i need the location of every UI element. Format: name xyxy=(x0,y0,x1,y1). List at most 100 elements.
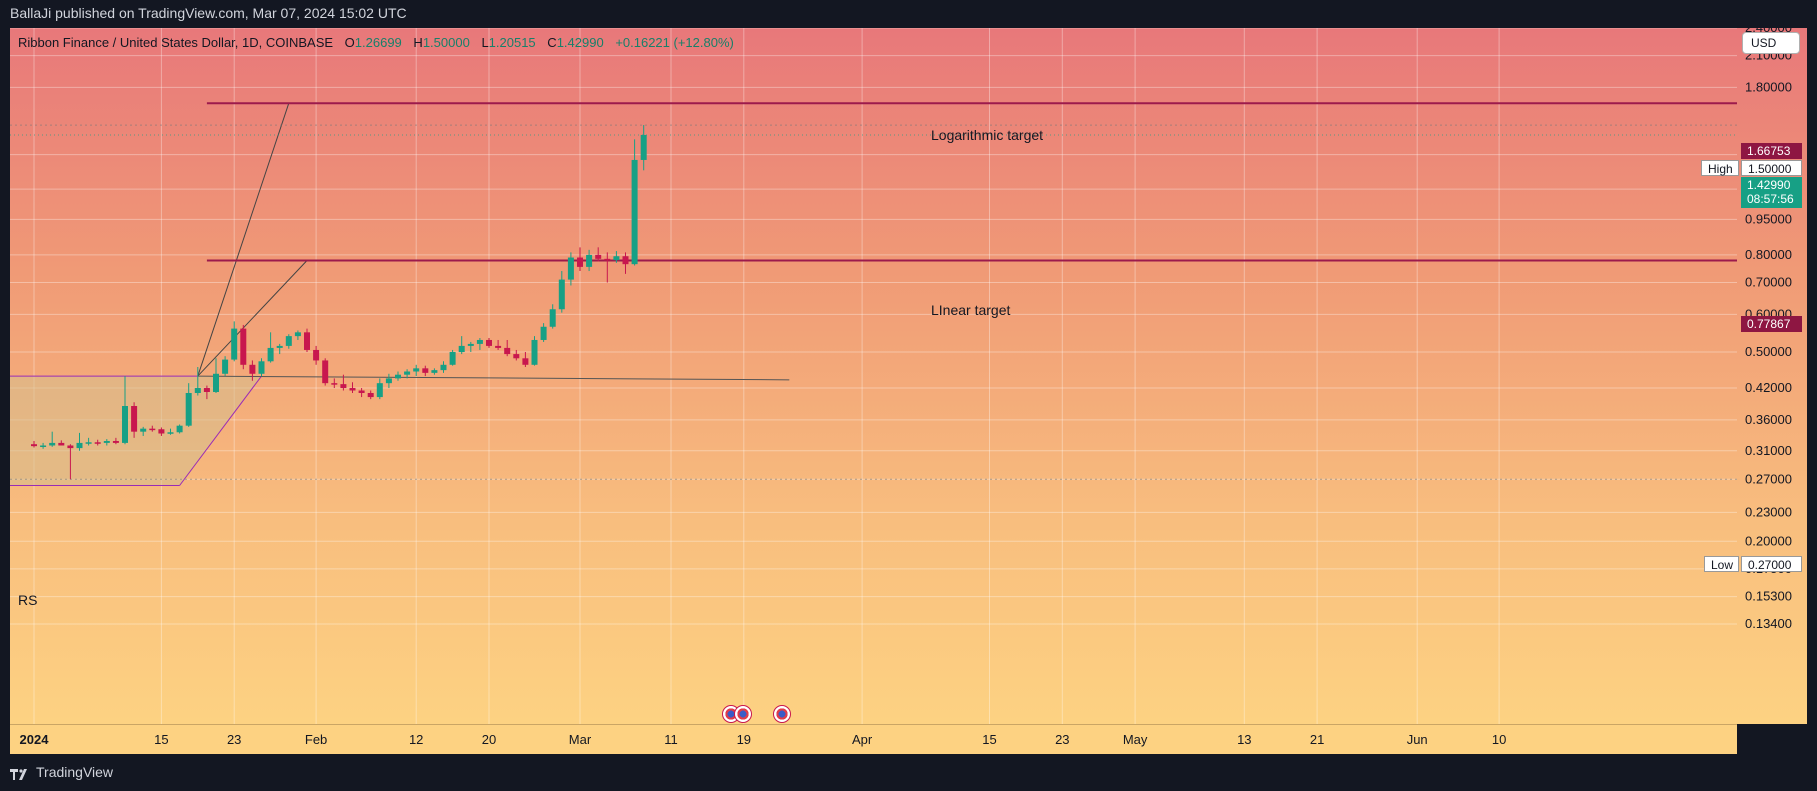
time-tick-label: 21 xyxy=(1310,732,1324,747)
candle-body xyxy=(294,332,301,337)
chart-pane[interactable]: Ribbon Finance / United States Dollar, 1… xyxy=(10,28,1737,724)
price-scale[interactable]: 2.400002.100001.800001.300001.100000.950… xyxy=(1737,28,1807,724)
candle xyxy=(49,431,56,447)
candle xyxy=(604,252,611,283)
price-tick-label: 0.95000 xyxy=(1745,211,1792,226)
candle-body xyxy=(558,279,565,310)
candle-body xyxy=(467,343,474,346)
candle-body xyxy=(413,368,420,372)
candle-body xyxy=(531,339,538,365)
time-tick-label: Mar xyxy=(569,732,592,747)
candle xyxy=(313,345,320,365)
candle-body xyxy=(513,354,520,359)
candle-body xyxy=(476,339,483,344)
candle-body xyxy=(431,370,438,373)
open-value: 1.26699 xyxy=(354,35,402,50)
candle xyxy=(331,378,338,389)
candle xyxy=(203,385,210,400)
candle xyxy=(376,378,383,400)
level-lines xyxy=(10,102,1737,480)
time-tick-label: 23 xyxy=(1055,732,1069,747)
candle xyxy=(476,338,483,350)
candle-body xyxy=(31,444,37,447)
candle-body xyxy=(349,388,356,391)
log-target-tag: 1.66753 xyxy=(1741,143,1802,159)
candle-body xyxy=(240,328,247,365)
price-axis[interactable]: 2.400002.100001.800001.300001.100000.950… xyxy=(1737,28,1807,724)
candle-body xyxy=(85,442,92,444)
candle xyxy=(440,361,447,373)
price-tick-label: 0.42000 xyxy=(1745,380,1792,395)
price-tick-label: 0.80000 xyxy=(1745,247,1792,262)
candle xyxy=(58,440,65,446)
candle-body xyxy=(340,384,347,389)
candle xyxy=(185,383,192,427)
candle xyxy=(349,382,356,394)
linear-target-label: LInear target xyxy=(931,302,1011,318)
time-tick-label: 10 xyxy=(1492,732,1506,747)
time-tick-label: Feb xyxy=(305,732,327,747)
price-tick-label: 0.15300 xyxy=(1745,589,1792,604)
price-tick-label: 0.70000 xyxy=(1745,275,1792,290)
event-icon-us[interactable] xyxy=(734,705,752,723)
candle-body xyxy=(185,393,192,426)
candle xyxy=(595,247,602,262)
candle xyxy=(522,352,529,368)
candle xyxy=(240,324,247,370)
candle xyxy=(167,428,174,435)
countdown-value: 08:57:56 xyxy=(1747,192,1794,206)
candle-body xyxy=(504,347,511,355)
candle-body xyxy=(604,258,611,261)
candle xyxy=(194,367,201,396)
candle-body xyxy=(131,405,138,432)
event-icon-us[interactable] xyxy=(773,705,791,723)
candle-body xyxy=(549,309,556,327)
pattern-diagonal xyxy=(179,375,262,486)
candle-body xyxy=(577,257,583,267)
price-tick-label: 0.23000 xyxy=(1745,504,1792,519)
candle xyxy=(140,426,147,436)
candle xyxy=(631,139,638,266)
candle xyxy=(94,439,101,446)
candle-body xyxy=(640,134,647,160)
time-axis[interactable]: 2024 15 23 Feb 12 20 Mar 11 19 Apr 15 23 May 13 21 Jun 1… xyxy=(10,724,1737,754)
candle xyxy=(567,252,574,286)
price-tick-label: 0.20000 xyxy=(1745,533,1792,548)
high-value-tag: 1.50000 xyxy=(1741,160,1802,176)
candle-body xyxy=(103,440,110,443)
candle xyxy=(131,402,138,438)
candle xyxy=(458,336,465,355)
candle-body xyxy=(213,373,219,392)
currency-button[interactable]: USD xyxy=(1742,32,1800,54)
candle xyxy=(467,341,474,353)
time-axis-labels: 2024 15 23 Feb 12 20 Mar 11 19 Apr 15 23 May 13 21 Jun 1… xyxy=(20,732,1507,747)
candle-body xyxy=(285,336,292,346)
publish-header: BallaJi published on TradingView.com, Ma… xyxy=(10,5,407,21)
candle xyxy=(358,388,365,398)
time-tick-label: 23 xyxy=(227,732,241,747)
candle xyxy=(304,328,310,353)
low-value-tag: 0.27000 xyxy=(1741,556,1802,572)
candle xyxy=(558,271,565,313)
candle-body xyxy=(631,159,638,265)
candle-body xyxy=(194,388,201,394)
candles xyxy=(31,125,647,480)
last-price-tag: 1.42990 08:57:56 xyxy=(1741,177,1802,208)
candle-body xyxy=(67,445,74,449)
candle-body xyxy=(249,364,256,374)
candle xyxy=(294,330,301,340)
candle-body xyxy=(540,326,547,340)
candle-body xyxy=(522,358,529,365)
candle-body xyxy=(304,332,310,350)
high-label-tag: High xyxy=(1701,160,1739,176)
time-tick-label: Apr xyxy=(852,732,873,747)
candle xyxy=(413,364,420,377)
candle-body xyxy=(49,442,56,446)
symbol-name: Ribbon Finance / United States Dollar, 1… xyxy=(18,35,334,50)
candle-body xyxy=(176,425,183,433)
log-projection-line xyxy=(197,103,290,377)
price-tick-label: 0.31000 xyxy=(1745,443,1792,458)
low-label: L xyxy=(481,35,489,50)
candle-body xyxy=(149,428,156,431)
price-chart[interactable] xyxy=(10,28,1737,724)
